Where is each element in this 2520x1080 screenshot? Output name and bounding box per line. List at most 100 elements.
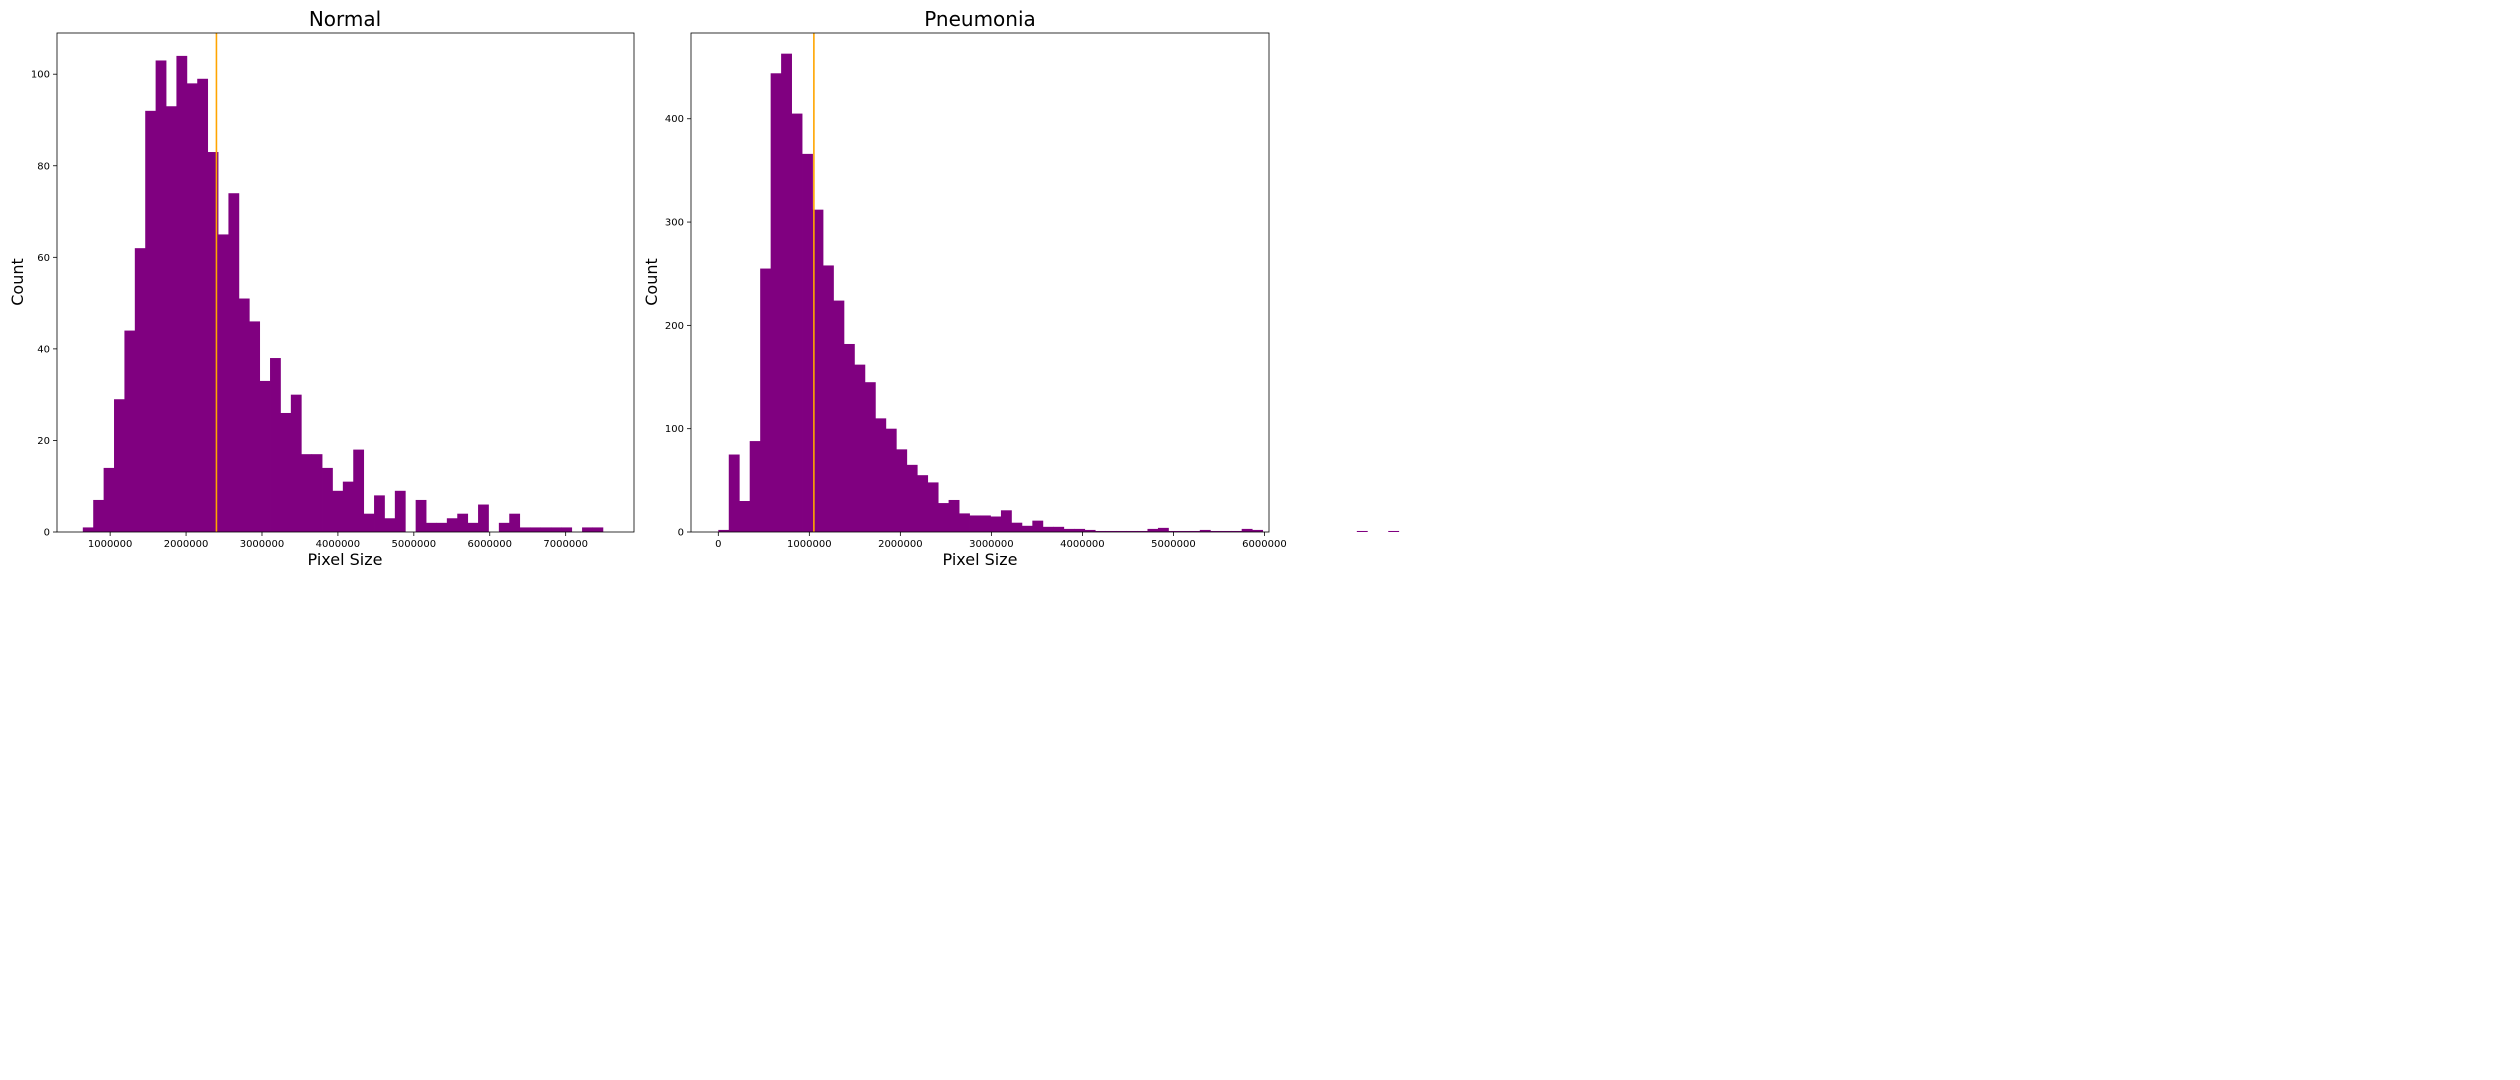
bar-group xyxy=(82,55,604,533)
axes-frame xyxy=(690,32,1270,533)
histogram-bar xyxy=(1157,527,1169,532)
x-axis-ticks: 1000000 2000000 3000000 4000000 5000000 60000… xyxy=(88,532,588,550)
y-tick-label: 40 xyxy=(37,344,50,355)
histogram-bar xyxy=(1241,528,1253,532)
histogram-bar xyxy=(550,527,562,532)
x-axis-ticks: 0 1000000 2000000 3000000 4000000 5000000 6000… xyxy=(715,532,1287,550)
histogram-bar xyxy=(1032,520,1044,532)
histogram-bar xyxy=(1053,526,1065,532)
histogram-bar xyxy=(322,467,333,532)
histogram-bar xyxy=(728,454,740,532)
histogram-bar xyxy=(927,482,939,532)
histogram-bar xyxy=(781,53,792,532)
x-tick-label: 4000000 xyxy=(316,539,361,550)
histogram-bar xyxy=(1199,529,1211,532)
histogram-bar xyxy=(93,499,105,532)
histogram-bar xyxy=(1095,530,1107,532)
histogram-bar xyxy=(540,527,552,532)
histogram-bar xyxy=(218,234,229,532)
x-tick-label: 1000000 xyxy=(787,539,832,550)
histogram-bar xyxy=(875,418,887,532)
histogram-bar xyxy=(791,113,803,532)
y-tick-label: 0 xyxy=(44,528,50,539)
histogram-bar xyxy=(353,449,365,532)
histogram-bar xyxy=(833,300,845,532)
histogram-bar xyxy=(938,503,949,532)
x-tick-label: 5000000 xyxy=(1151,539,1196,550)
histogram-bar xyxy=(290,394,302,532)
histogram-bar xyxy=(103,467,115,532)
y-tick-label: 60 xyxy=(37,253,50,264)
histogram-bar xyxy=(561,527,573,532)
y-tick-label: 20 xyxy=(37,436,50,447)
chart-title: Pneumonia xyxy=(924,7,1036,31)
x-tick-label: 0 xyxy=(715,539,721,550)
histogram-bar xyxy=(530,527,541,532)
histogram-bar xyxy=(176,55,188,532)
histogram-bar xyxy=(197,78,209,532)
histogram-bar xyxy=(426,522,437,532)
histogram-bar xyxy=(802,153,813,532)
histogram-bar xyxy=(249,321,261,532)
histogram-bar xyxy=(478,504,489,532)
histogram-bar xyxy=(980,515,991,532)
histogram-bar xyxy=(374,495,385,532)
y-tick-label: 200 xyxy=(665,321,684,332)
x-tick-label: 1000000 xyxy=(88,539,133,550)
x-axis-label: Pixel Size xyxy=(308,550,383,569)
histogram-bar xyxy=(592,527,604,532)
y-tick-label: 0 xyxy=(678,528,684,539)
histogram-bar xyxy=(498,522,510,532)
histogram-bar xyxy=(82,527,94,532)
histogram-bar xyxy=(760,268,772,532)
x-tick-label: 6000000 xyxy=(467,539,512,550)
bar-group xyxy=(718,53,1400,532)
histogram-bar xyxy=(959,513,970,532)
y-tick-label: 400 xyxy=(665,114,684,125)
histogram-bar xyxy=(457,513,469,532)
y-tick-label: 80 xyxy=(37,161,50,172)
y-axis-label: Count xyxy=(642,258,661,306)
histogram-bar xyxy=(134,248,146,533)
histogram-bar xyxy=(843,343,855,532)
histogram-bar xyxy=(363,513,375,532)
histogram-bar xyxy=(1084,529,1096,532)
histogram-bar xyxy=(1042,526,1054,532)
chart-title: Normal xyxy=(309,7,381,31)
histogram-bar xyxy=(145,110,157,532)
histogram-bar xyxy=(1168,530,1180,532)
histogram-bar xyxy=(436,522,448,532)
histogram-bar xyxy=(1074,528,1086,532)
x-tick-label: 3000000 xyxy=(969,539,1014,550)
histogram-bar xyxy=(1178,530,1190,532)
histogram-bar xyxy=(1011,522,1023,532)
x-tick-label: 6000000 xyxy=(1242,539,1287,550)
histogram-bar xyxy=(207,152,219,532)
histogram-bar xyxy=(124,330,136,532)
histogram-bar xyxy=(812,209,824,532)
histogram-bar xyxy=(749,441,761,532)
histogram-bar xyxy=(509,513,521,532)
histogram-bar xyxy=(280,412,292,532)
histogram-bar xyxy=(990,516,1002,532)
chart-normal: Normal 1000000 2000000 3000000 4000000 50000… xyxy=(8,7,635,569)
histogram-bar xyxy=(1388,530,1400,532)
histogram-bar xyxy=(114,399,125,532)
x-tick-label: 2000000 xyxy=(164,539,209,550)
histogram-bar xyxy=(1356,530,1368,532)
x-tick-label: 7000000 xyxy=(543,539,588,550)
histogram-bar xyxy=(854,364,866,532)
histogram-bar xyxy=(770,73,782,532)
x-tick-label: 5000000 xyxy=(392,539,437,550)
histogram-bar xyxy=(384,518,396,532)
histogram-bar xyxy=(896,449,908,532)
y-tick-label: 100 xyxy=(31,70,50,81)
chart-pneumonia: Pneumonia 0 1000000 2000000 3000000 4000000 5… xyxy=(642,7,1400,569)
histogram-bar xyxy=(1000,510,1012,532)
y-axis-ticks: 0 100 200 300 400 xyxy=(665,114,691,539)
y-axis-label: Count xyxy=(8,258,27,306)
histogram-bar xyxy=(394,490,406,532)
histogram-bar xyxy=(582,527,593,532)
histogram-bar xyxy=(415,499,427,532)
